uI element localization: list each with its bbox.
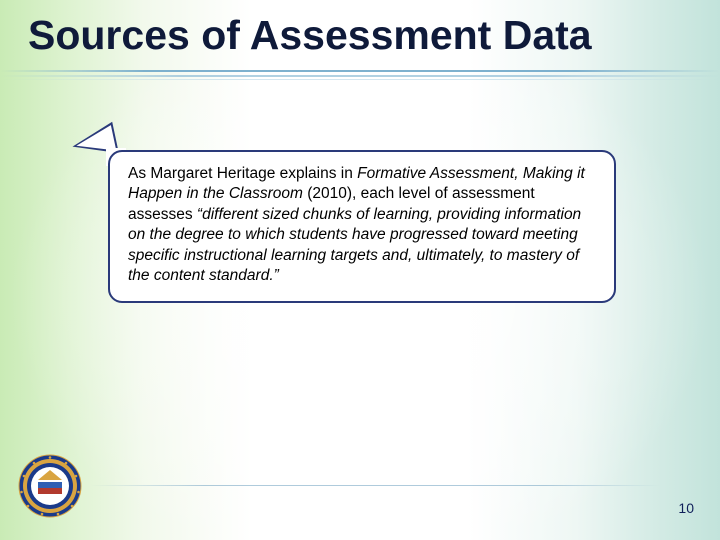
footer-rule [90, 485, 660, 487]
dept-education-seal-icon [18, 454, 82, 518]
page-number: 10 [678, 500, 694, 516]
quote-callout: As Margaret Heritage explains in Formati… [108, 150, 616, 303]
slide: Sources of Assessment Data As Margaret H… [0, 0, 720, 540]
callout-part-1: As Margaret Heritage explains in [128, 165, 357, 182]
callout-part-4-quote: “different sized chunks of learning, pro… [128, 206, 581, 284]
page-title: Sources of Assessment Data [28, 14, 692, 57]
top-decoration [0, 0, 720, 8]
title-underline [0, 70, 720, 82]
callout-text: As Margaret Heritage explains in Formati… [128, 164, 596, 287]
